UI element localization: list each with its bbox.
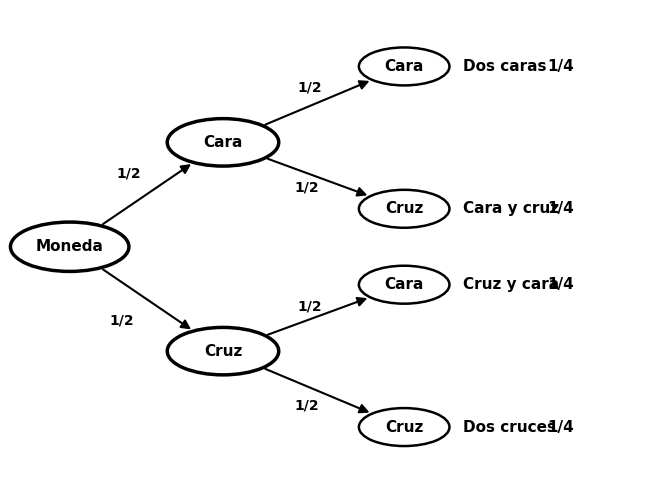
Text: 1/4: 1/4 (547, 201, 574, 216)
Ellipse shape (11, 222, 129, 272)
Ellipse shape (359, 47, 449, 85)
Text: Cara: Cara (385, 59, 424, 74)
Text: Cruz: Cruz (204, 344, 242, 359)
Ellipse shape (167, 327, 279, 375)
Text: 1/2: 1/2 (295, 181, 319, 195)
Text: 1/2: 1/2 (295, 399, 319, 413)
Ellipse shape (359, 190, 449, 228)
Text: Dos caras: Dos caras (463, 59, 547, 74)
Text: 1/2: 1/2 (110, 313, 134, 327)
Text: 1/4: 1/4 (547, 420, 574, 435)
Text: 1/4: 1/4 (547, 277, 574, 292)
Text: Cara: Cara (203, 135, 243, 150)
Text: 1/2: 1/2 (117, 166, 141, 180)
Text: 1/4: 1/4 (547, 59, 574, 74)
Ellipse shape (167, 119, 279, 166)
Text: 1/2: 1/2 (298, 81, 322, 95)
Text: Cara y cruz: Cara y cruz (463, 201, 559, 216)
Text: Moneda: Moneda (36, 239, 104, 254)
Ellipse shape (359, 266, 449, 303)
Text: Dos cruces: Dos cruces (463, 420, 556, 435)
Text: Cruz y cara: Cruz y cara (463, 277, 559, 292)
Text: Cara: Cara (385, 277, 424, 292)
Text: Cruz: Cruz (385, 201, 424, 216)
Ellipse shape (359, 408, 449, 446)
Text: 1/2: 1/2 (298, 299, 322, 313)
Text: Cruz: Cruz (385, 420, 424, 435)
